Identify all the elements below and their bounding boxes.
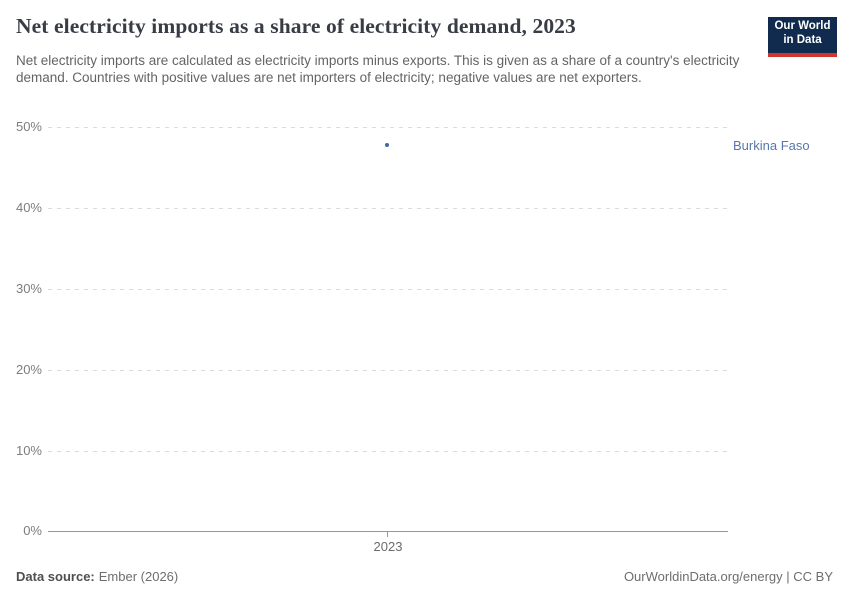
gridline-10pct [48, 451, 728, 452]
data-source-note: Data source: Ember (2026) [16, 569, 178, 584]
data-source-value: Ember (2026) [98, 569, 179, 584]
chart-subtitle: Net electricity imports are calculated a… [16, 53, 740, 85]
series-label-burkina-faso[interactable]: Burkina Faso [733, 138, 810, 153]
y-axis-tick-20: 20% [15, 362, 42, 377]
x-axis-tick-mark-2023 [387, 531, 388, 537]
x-axis-baseline [48, 531, 728, 532]
chart-title: Net electricity imports as a share of el… [16, 14, 576, 38]
owid-logo[interactable]: Our World in Data [768, 17, 837, 57]
owid-logo-line2: in Data [783, 33, 822, 46]
gridline-40pct [48, 208, 728, 209]
gridline-50pct [48, 127, 728, 128]
credit-link[interactable]: OurWorldinData.org/energy | CC BY [623, 569, 833, 584]
gridline-20pct [48, 370, 728, 371]
x-axis-tick-label-2023: 2023 [373, 539, 403, 554]
y-axis-tick-40: 40% [15, 200, 42, 215]
data-source-label: Data source: [16, 569, 95, 584]
y-axis-tick-0: 0% [23, 523, 42, 538]
gridline-30pct [48, 289, 728, 290]
data-point-burkina-faso[interactable] [385, 143, 389, 147]
y-axis-tick-50: 50% [15, 119, 42, 134]
owid-logo-line1: Our World [774, 20, 831, 32]
y-axis-tick-10: 10% [15, 443, 42, 458]
y-axis-tick-30: 30% [15, 281, 42, 296]
